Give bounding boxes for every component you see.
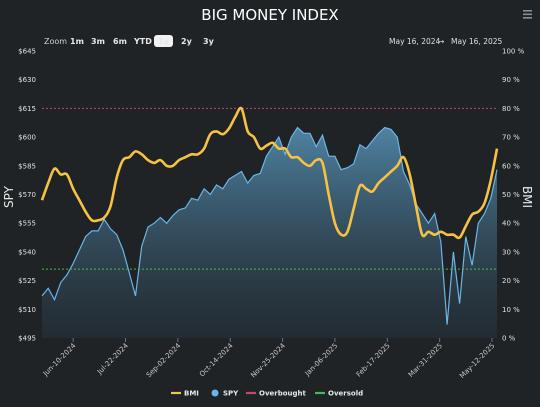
right-tick-label: 10 % — [502, 306, 520, 314]
left-tick-label: $645 — [18, 48, 36, 56]
left-tick-label: $555 — [18, 220, 36, 228]
zoom-option-3m[interactable]: 3m — [91, 37, 105, 46]
menu-icon[interactable] — [523, 10, 532, 19]
date-range-arrow: → — [438, 37, 444, 46]
zoom-option-2y[interactable]: 2y — [181, 37, 193, 46]
right-tick-label: 0 % — [502, 335, 516, 343]
date-range-from[interactable]: May 16, 2024 — [389, 37, 441, 46]
right-tick-label: 60 % — [502, 162, 520, 170]
zoom-option-label: 3y — [203, 37, 215, 46]
left-tick-label: $540 — [18, 248, 36, 256]
x-tick-label: Jan-06-2025 — [303, 342, 339, 378]
bmi-line[interactable] — [40, 106, 499, 240]
zoom-option-label: YTD — [133, 37, 152, 46]
zoom-option-3y[interactable]: 3y — [203, 37, 215, 46]
legend-swatch — [211, 389, 219, 397]
legend-label: Overbought — [259, 390, 307, 398]
zoom-label: Zoom — [44, 37, 67, 46]
zoom-option-label: 2y — [181, 37, 193, 46]
zoom-option-label: 1y — [158, 37, 170, 46]
legend-label: BMI — [184, 390, 199, 398]
zoom-selected-bg — [154, 35, 173, 47]
left-tick-label: $600 — [18, 134, 36, 142]
zoom-buttons: 1m 3m 6m YTD 1y 2y 3y — [70, 35, 215, 47]
left-tick-label: $585 — [18, 162, 36, 170]
right-tick-label: 80 % — [502, 105, 520, 113]
right-tick-label: 20 % — [502, 277, 520, 285]
right-tick-label: 100 % — [502, 48, 525, 56]
legend-label: SPY — [223, 390, 239, 398]
left-axis-ticks: $495 $510 $525 $540 $555 $570 $585 $600 $615 $630… — [18, 48, 36, 343]
date-range-to[interactable]: May 16, 2025 — [451, 37, 503, 46]
zoom-option-label: 1m — [70, 37, 84, 46]
right-axis-title: BMI — [520, 186, 534, 208]
zoom-option-label: 3m — [91, 37, 105, 46]
left-tick-label: $570 — [18, 191, 36, 199]
legend-item-overbought[interactable]: Overbought — [246, 390, 307, 398]
series-layer — [40, 106, 499, 338]
legend-label: Oversold — [328, 390, 363, 398]
right-tick-label: 40 % — [502, 220, 520, 228]
x-tick-label: Jun-10-2024 — [41, 341, 78, 378]
left-tick-label: $510 — [18, 306, 36, 314]
x-tick-label: Feb-17-2025 — [355, 342, 392, 379]
legend-item-bmi[interactable]: BMI — [171, 390, 199, 398]
zoom-option-label: 6m — [113, 37, 127, 46]
zoom-option-6m[interactable]: 6m — [113, 37, 127, 46]
legend-item-spy[interactable]: SPY — [211, 389, 240, 398]
x-tick-label: Jul-22-2024 — [95, 341, 130, 376]
left-tick-label: $615 — [18, 105, 36, 113]
x-tick-label: Nov-25-2024 — [249, 341, 287, 379]
legend-item-oversold[interactable]: Oversold — [315, 390, 363, 398]
zoom-option-1m[interactable]: 1m — [70, 37, 84, 46]
zoom-option-1y[interactable]: 1y — [154, 35, 173, 47]
right-tick-label: 30 % — [502, 248, 520, 256]
x-tick-label: Mar-31-2025 — [407, 342, 444, 379]
x-tick-label: Oct-14-2024 — [198, 341, 235, 378]
right-axis-ticks: 0 % 10 % 20 % 30 % 40 % 50 % 60 % 70 % 80 % 90 % 1… — [502, 48, 525, 343]
x-axis-ticks: Jun-10-2024 Jul-22-2024 Sep-02-2024 Oct-14-… — [41, 338, 496, 380]
spy-line[interactable] — [41, 126, 498, 325]
left-axis-title: SPY — [2, 185, 16, 208]
date-range: May 16, 2024 → May 16, 2025 — [389, 37, 503, 46]
legend: BMI SPY Overbought Oversold — [171, 389, 363, 398]
right-tick-label: 50 % — [502, 191, 520, 199]
zoom-option-ytd[interactable]: YTD — [133, 37, 152, 46]
right-tick-label: 70 % — [502, 134, 520, 142]
chart-title: BIG MONEY INDEX — [201, 6, 338, 24]
left-tick-label: $495 — [18, 335, 36, 343]
x-tick-label: May-12-2025 — [458, 342, 496, 380]
left-tick-label: $525 — [18, 277, 36, 285]
x-tick-label: Sep-02-2024 — [145, 341, 183, 379]
right-tick-label: 90 % — [502, 76, 520, 84]
left-tick-label: $630 — [18, 76, 36, 84]
